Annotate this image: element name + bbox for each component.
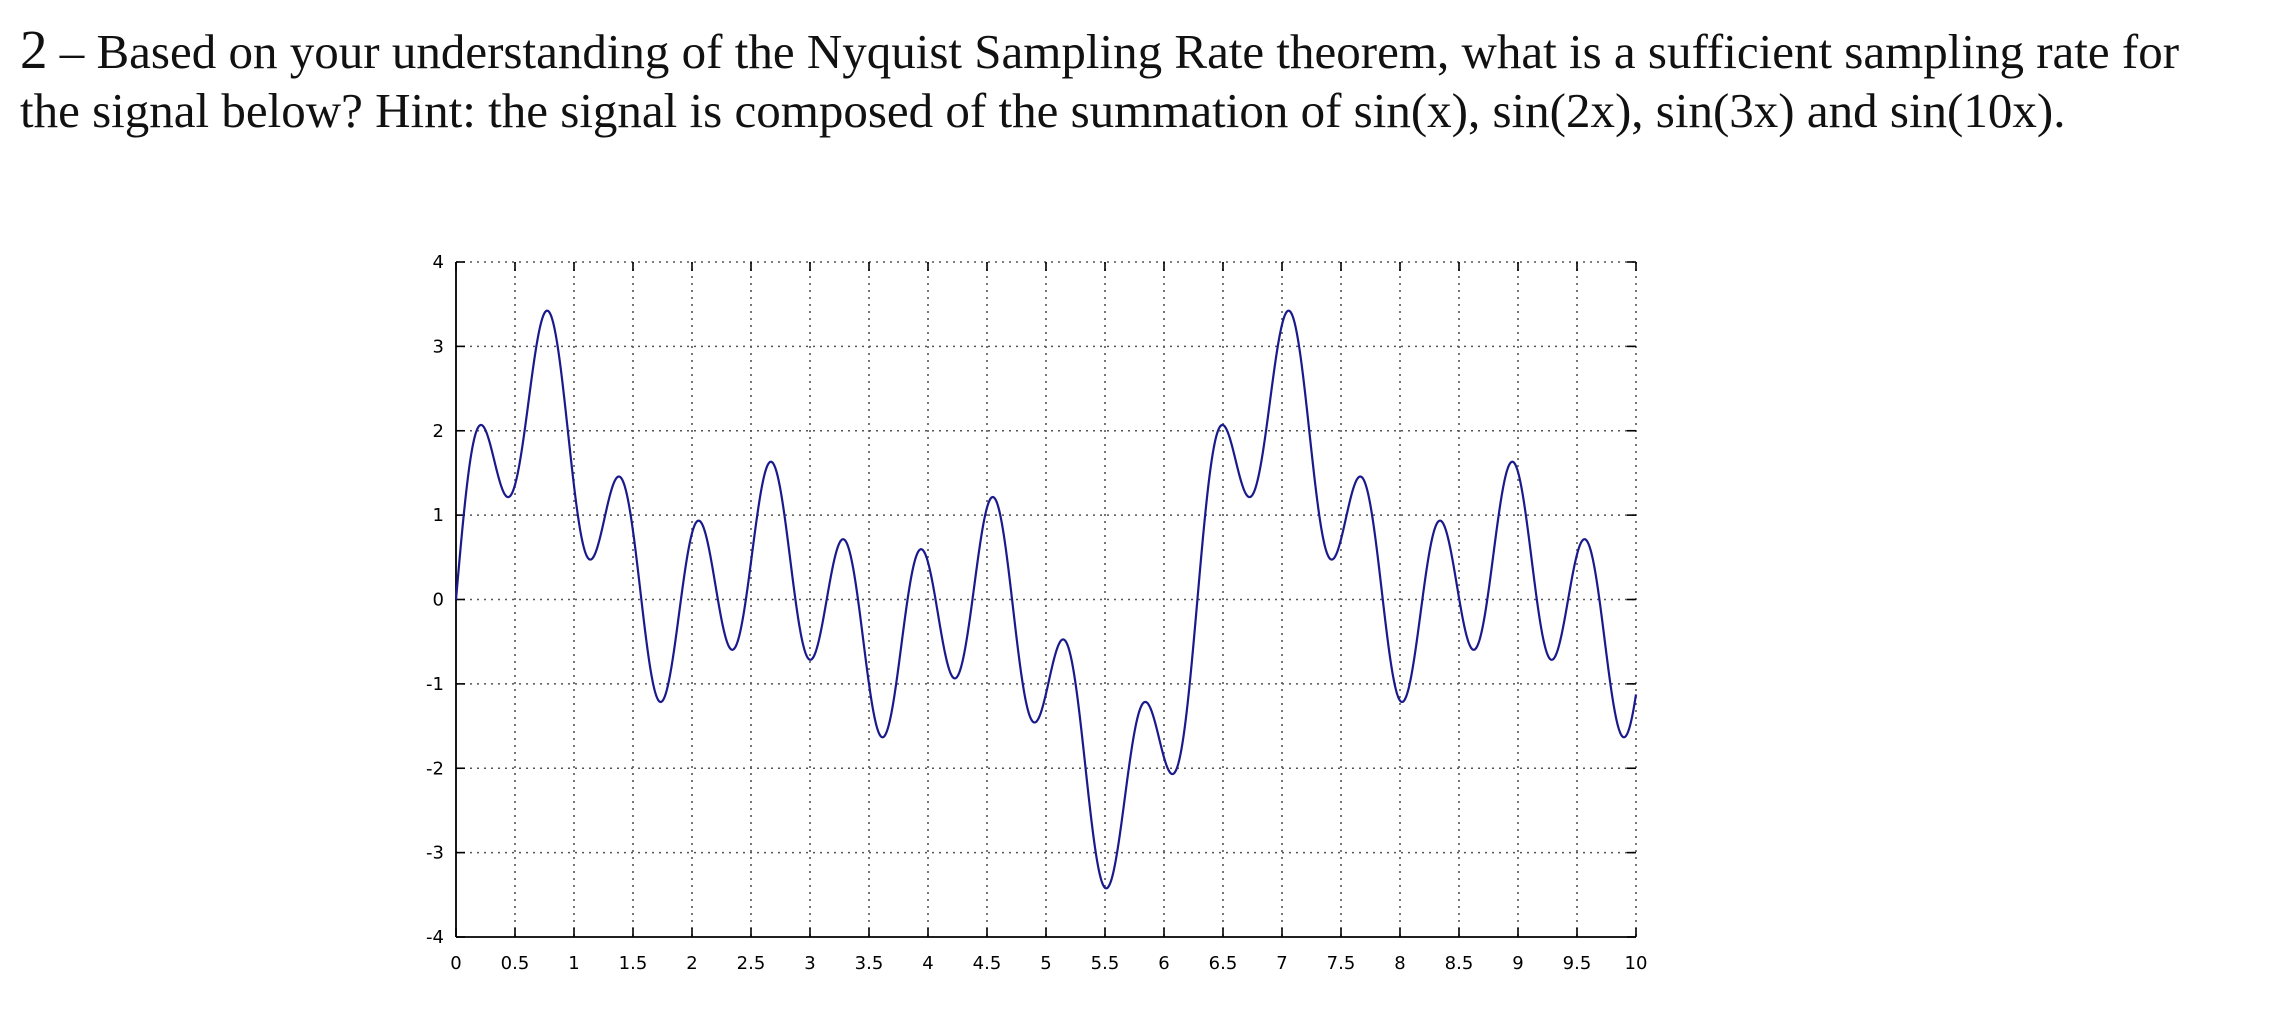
chart-series: [454, 309, 1638, 890]
x-tick-label: 1: [568, 953, 579, 974]
y-tick-label: -3: [426, 843, 444, 864]
x-tick-label: 8: [1394, 953, 1405, 974]
x-tick-label: 6.5: [1209, 953, 1238, 974]
x-tick-label: 9: [1512, 953, 1523, 974]
y-tick-label: 4: [433, 252, 444, 273]
x-tick-label: 7: [1276, 953, 1287, 974]
x-tick-label: 2: [686, 953, 697, 974]
x-tick-label: 7.5: [1327, 953, 1356, 974]
x-tick-label: 5.5: [1091, 953, 1120, 974]
y-tick-label: -1: [426, 674, 444, 695]
x-tick-label: 4.5: [973, 953, 1002, 974]
x-tick-label: 0: [450, 953, 461, 974]
x-tick-label: 2.5: [737, 953, 766, 974]
x-tick-label: 8.5: [1445, 953, 1474, 974]
question-line-2: the signal below? Hint: the signal is co…: [20, 83, 2066, 138]
x-tick-label: 6: [1158, 953, 1169, 974]
y-tick-label: 1: [433, 505, 444, 526]
x-tick-label: 3: [804, 953, 815, 974]
question-line-1: 2 – Based on your understanding of the N…: [20, 20, 2280, 81]
x-tick-label: 1.5: [619, 953, 648, 974]
y-tick-label: 0: [433, 590, 444, 611]
y-tick-label: 2: [433, 421, 444, 442]
x-tick-label: 5: [1040, 953, 1051, 974]
x-tick-label: 9.5: [1563, 953, 1592, 974]
chart-ticks: [455, 261, 1637, 938]
y-tick-label: 3: [433, 336, 444, 357]
question-line-1-text: – Based on your understanding of the Nyq…: [59, 24, 2180, 79]
x-tick-label: 4: [922, 953, 933, 974]
x-tick-label: 0.5: [501, 953, 530, 974]
x-tick-label: 10: [1625, 953, 1648, 974]
chart-tick-labels: 0 0.5 1 1.5 2 2.5 3 3.5 4 4.5 5 5.5 6 6.5 7 7.5 8 8.5 9 9.5…: [426, 252, 1647, 974]
y-tick-label: -4: [426, 927, 444, 948]
question-text: 2 – Based on your understanding of the N…: [20, 20, 2280, 140]
signal-line: [454, 309, 1638, 890]
y-tick-label: -2: [426, 758, 444, 779]
chart-grid: [456, 261, 1637, 937]
question-number: 2: [20, 19, 48, 80]
x-tick-label: 3.5: [855, 953, 884, 974]
